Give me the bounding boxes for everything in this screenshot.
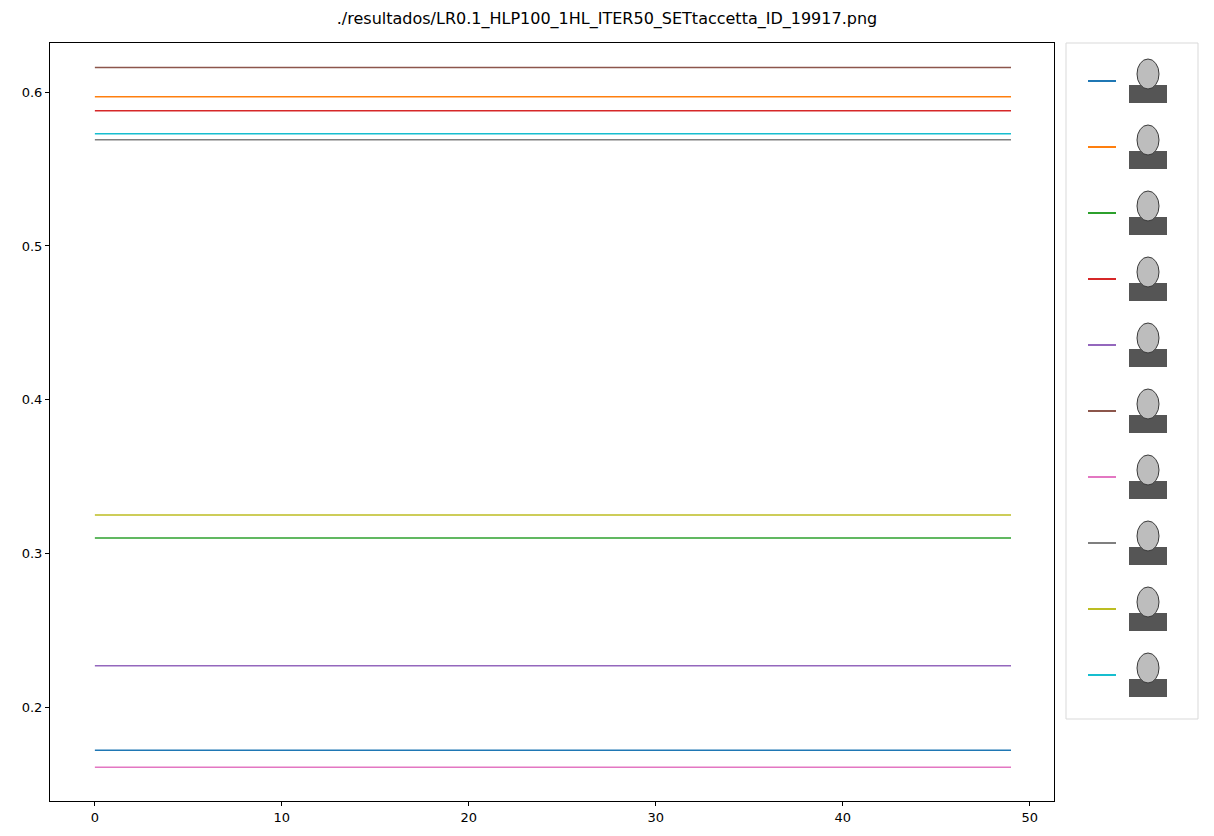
svg-text:0.6: 0.6 (22, 85, 43, 100)
svg-text:10: 10 (274, 810, 291, 825)
svg-text:50: 50 (1021, 810, 1038, 825)
svg-text:0.3: 0.3 (22, 546, 43, 561)
svg-text:0: 0 (91, 810, 99, 825)
svg-text:./resultados/LR0.1_HLP100_1HL_: ./resultados/LR0.1_HLP100_1HL_ITER50_SET… (337, 9, 877, 29)
svg-text:0.4: 0.4 (22, 392, 43, 407)
svg-text:40: 40 (834, 810, 851, 825)
svg-text:0.5: 0.5 (22, 239, 43, 254)
svg-text:20: 20 (461, 810, 478, 825)
svg-text:0.2: 0.2 (22, 700, 43, 715)
svg-text:30: 30 (647, 810, 664, 825)
